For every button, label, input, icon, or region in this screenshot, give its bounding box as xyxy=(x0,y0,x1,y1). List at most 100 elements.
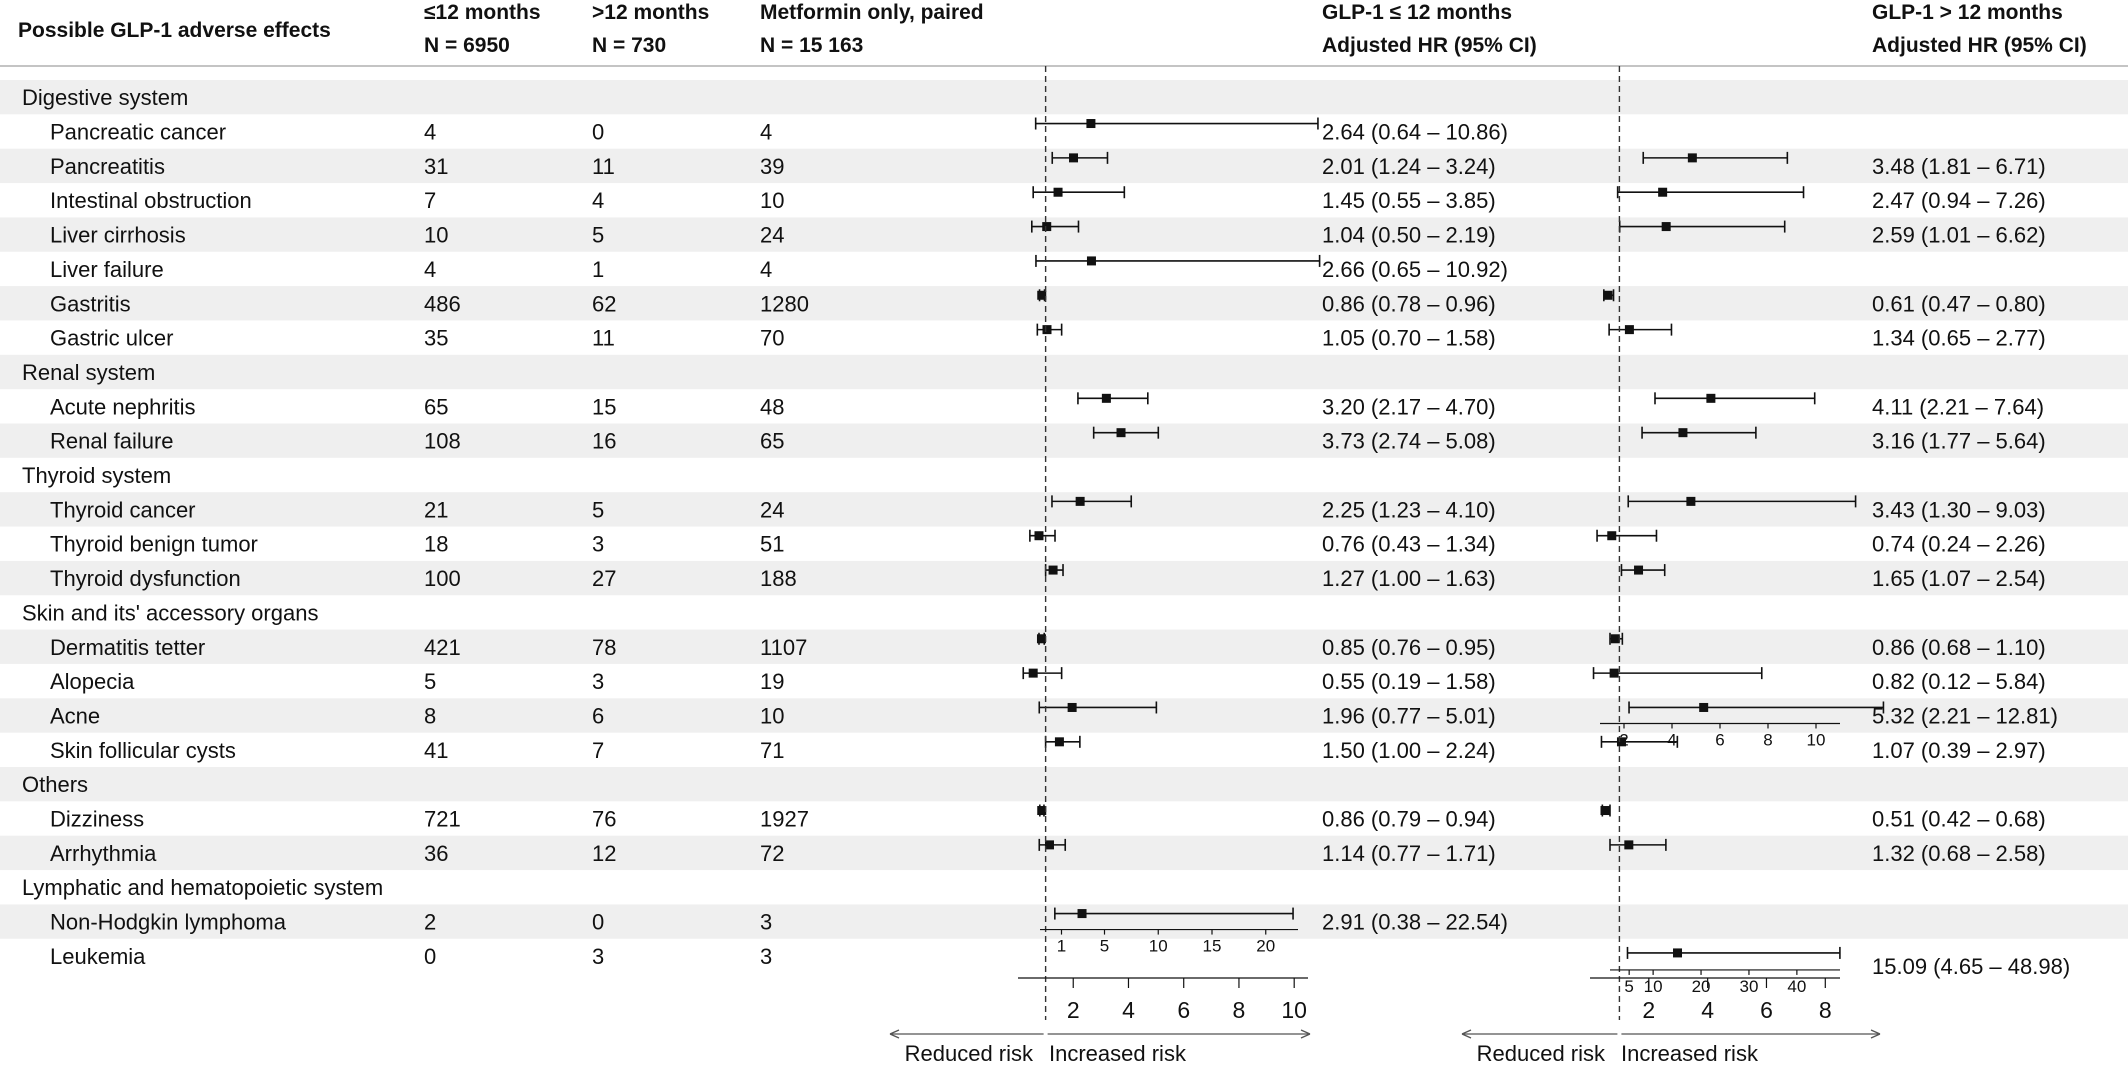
count-met: 24 xyxy=(760,497,784,522)
count-gt12: 11 xyxy=(592,326,615,351)
hr2-point xyxy=(1686,496,1696,506)
count-gt12: 15 xyxy=(592,394,616,419)
count-gt12: 76 xyxy=(592,807,616,832)
count-met: 4 xyxy=(760,120,772,145)
hr1-label: 2.91 (0.38 – 22.54) xyxy=(1322,910,1508,935)
count-le12: 8 xyxy=(424,703,436,728)
hr1-point xyxy=(1048,565,1058,575)
hr1-label: 1.96 (0.77 – 5.01) xyxy=(1322,703,1496,728)
hr2-label: 0.74 (0.24 – 2.26) xyxy=(1872,532,2046,557)
hr2-point xyxy=(1616,737,1626,747)
count-gt12: 3 xyxy=(592,944,604,969)
count-gt12: 3 xyxy=(592,532,604,557)
header-gt12: >12 months xyxy=(592,1,709,24)
hr2-point xyxy=(1658,187,1668,197)
count-le12: 41 xyxy=(424,738,448,763)
axis2-tick-label: 8 xyxy=(1819,997,1832,1023)
count-met: 10 xyxy=(760,188,784,213)
hr2-point xyxy=(1603,290,1613,300)
arrow-increased-1-head xyxy=(1300,1029,1311,1039)
count-le12: 4 xyxy=(424,257,436,282)
count-met: 1107 xyxy=(760,635,807,660)
hr2-label: 3.48 (1.81 – 6.71) xyxy=(1872,154,2046,179)
hr1-point xyxy=(1044,840,1054,850)
count-le12: 65 xyxy=(424,394,448,419)
hr1-label: 1.14 (0.77 – 1.71) xyxy=(1322,841,1496,866)
axis2-tick-label: 4 xyxy=(1701,997,1714,1023)
hr1-label: 0.76 (0.43 – 1.34) xyxy=(1322,532,1496,557)
hr2-label: 15.09 (4.65 – 48.98) xyxy=(1872,954,2070,979)
hr2-point xyxy=(1706,393,1716,403)
row-band xyxy=(0,217,2128,252)
count-le12: 421 xyxy=(424,635,461,660)
count-met: 10 xyxy=(760,703,784,728)
hr2-point xyxy=(1673,948,1683,958)
count-le12: 100 xyxy=(424,566,461,591)
hr2-point xyxy=(1661,222,1671,232)
direction-right-1: Increased risk xyxy=(1049,1041,1187,1066)
count-le12: 7 xyxy=(424,188,436,213)
axis2-inset-leukemia-tick-label: 20 xyxy=(1692,977,1711,996)
axis2-tick-label: 2 xyxy=(1642,997,1655,1023)
row-band xyxy=(0,148,2128,184)
forest-marks xyxy=(1022,117,1885,959)
hr2-label: 0.51 (0.42 – 0.68) xyxy=(1872,807,2046,832)
count-met: 24 xyxy=(760,223,784,248)
count-le12: 721 xyxy=(424,807,461,832)
hr1-label: 1.45 (0.55 – 3.85) xyxy=(1322,188,1496,213)
count-met: 1280 xyxy=(760,291,809,316)
hr1-label: 1.27 (1.00 – 1.63) xyxy=(1322,566,1496,591)
count-met: 3 xyxy=(760,944,772,969)
hr1-point xyxy=(1077,909,1087,919)
row-band xyxy=(0,767,2128,802)
effect-label: Renal failure xyxy=(50,429,174,454)
hr2-point xyxy=(1699,702,1709,712)
hr1-point xyxy=(1037,806,1047,816)
hr2-label: 0.86 (0.68 – 1.10) xyxy=(1872,635,2046,660)
count-met: 48 xyxy=(760,394,784,419)
count-gt12: 27 xyxy=(592,566,616,591)
hr1-label: 3.73 (2.74 – 5.08) xyxy=(1322,429,1496,454)
header-gt12-n: N = 730 xyxy=(592,34,666,57)
row-band xyxy=(0,354,2128,390)
hr1-point xyxy=(1116,428,1126,438)
hr1-label: 3.20 (2.17 – 4.70) xyxy=(1322,394,1496,419)
effect-label: Alopecia xyxy=(50,669,135,694)
hr1-point xyxy=(1053,187,1063,197)
header-effect: Possible GLP-1 adverse effects xyxy=(18,19,331,42)
axis2-inset-leukemia-tick-label: 10 xyxy=(1644,977,1663,996)
hr1-point xyxy=(1069,153,1079,163)
hr2-point xyxy=(1687,153,1697,163)
count-gt12: 16 xyxy=(592,429,616,454)
group-label: Skin and its' accessory organs xyxy=(22,600,318,625)
hr2-point xyxy=(1609,668,1619,678)
hr1-point xyxy=(1034,531,1044,541)
count-gt12: 62 xyxy=(592,291,616,316)
count-gt12: 1 xyxy=(592,257,604,282)
hr1-point xyxy=(1054,737,1064,747)
header-metformin: Metformin only, paired xyxy=(760,1,984,24)
hr2-label: 1.32 (0.68 – 2.58) xyxy=(1872,841,2046,866)
axis1-inset-tick-label: 15 xyxy=(1203,937,1222,956)
hr1-label: 2.66 (0.65 – 10.92) xyxy=(1322,257,1508,282)
hr1-point xyxy=(1101,393,1111,403)
row-band xyxy=(0,698,2128,733)
hr2-point xyxy=(1600,806,1610,816)
header-hr1: GLP-1 ≤ 12 months xyxy=(1322,1,1512,24)
count-met: 3 xyxy=(760,910,772,935)
axis1-tick-label: 10 xyxy=(1281,997,1307,1023)
effect-label: Liver failure xyxy=(50,257,164,282)
axis2-inset-leukemia-tick-label: 30 xyxy=(1739,977,1758,996)
hr2-point xyxy=(1610,634,1620,644)
arrow-reduced-2-head xyxy=(1461,1029,1472,1039)
count-met: 65 xyxy=(760,429,784,454)
effect-label: Pancreatitis xyxy=(50,154,165,179)
hr1-label: 2.64 (0.64 – 10.86) xyxy=(1322,120,1508,145)
axis1-inset-tick-label: 5 xyxy=(1100,937,1109,956)
count-gt12: 6 xyxy=(592,703,604,728)
hr1-point xyxy=(1042,325,1052,335)
hr2-label: 0.61 (0.47 – 0.80) xyxy=(1872,291,2046,316)
effect-label: Gastritis xyxy=(50,291,131,316)
effect-label: Dizziness xyxy=(50,807,144,832)
